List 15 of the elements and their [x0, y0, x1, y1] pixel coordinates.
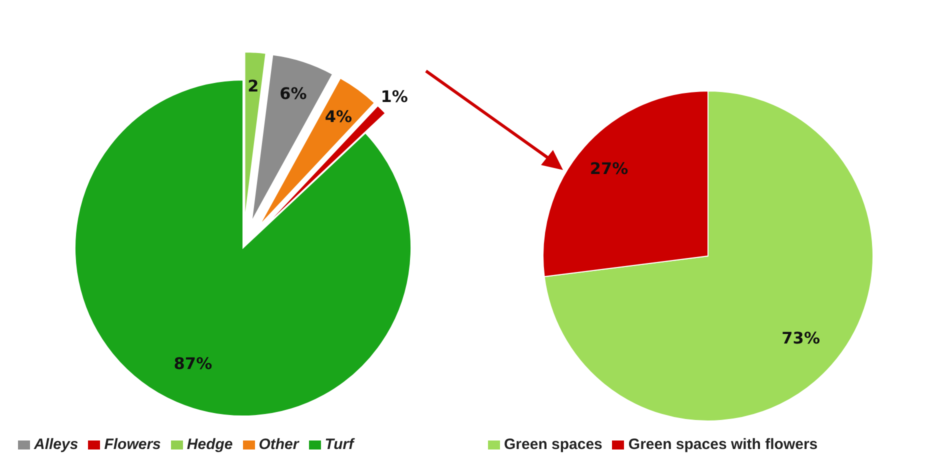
data-label: 6%	[280, 84, 307, 104]
data-label: 4%	[324, 107, 352, 126]
legend-label: Turf	[324, 436, 354, 453]
legend-label: Flowers	[104, 436, 161, 453]
data-label: 1%	[380, 87, 408, 106]
data-label: 73%	[782, 328, 820, 348]
data-label: 27%	[590, 159, 628, 178]
legend-label: Other	[258, 436, 299, 453]
data-label: 87%	[174, 354, 212, 374]
legend-label: Hedge	[186, 436, 233, 453]
data-label: 2	[248, 76, 259, 96]
legend-label: Green spaces with flowers	[628, 436, 818, 453]
pie-slice	[544, 90, 874, 422]
legend-label: Alleys	[34, 436, 78, 453]
legend-label: Green spaces	[504, 436, 602, 453]
